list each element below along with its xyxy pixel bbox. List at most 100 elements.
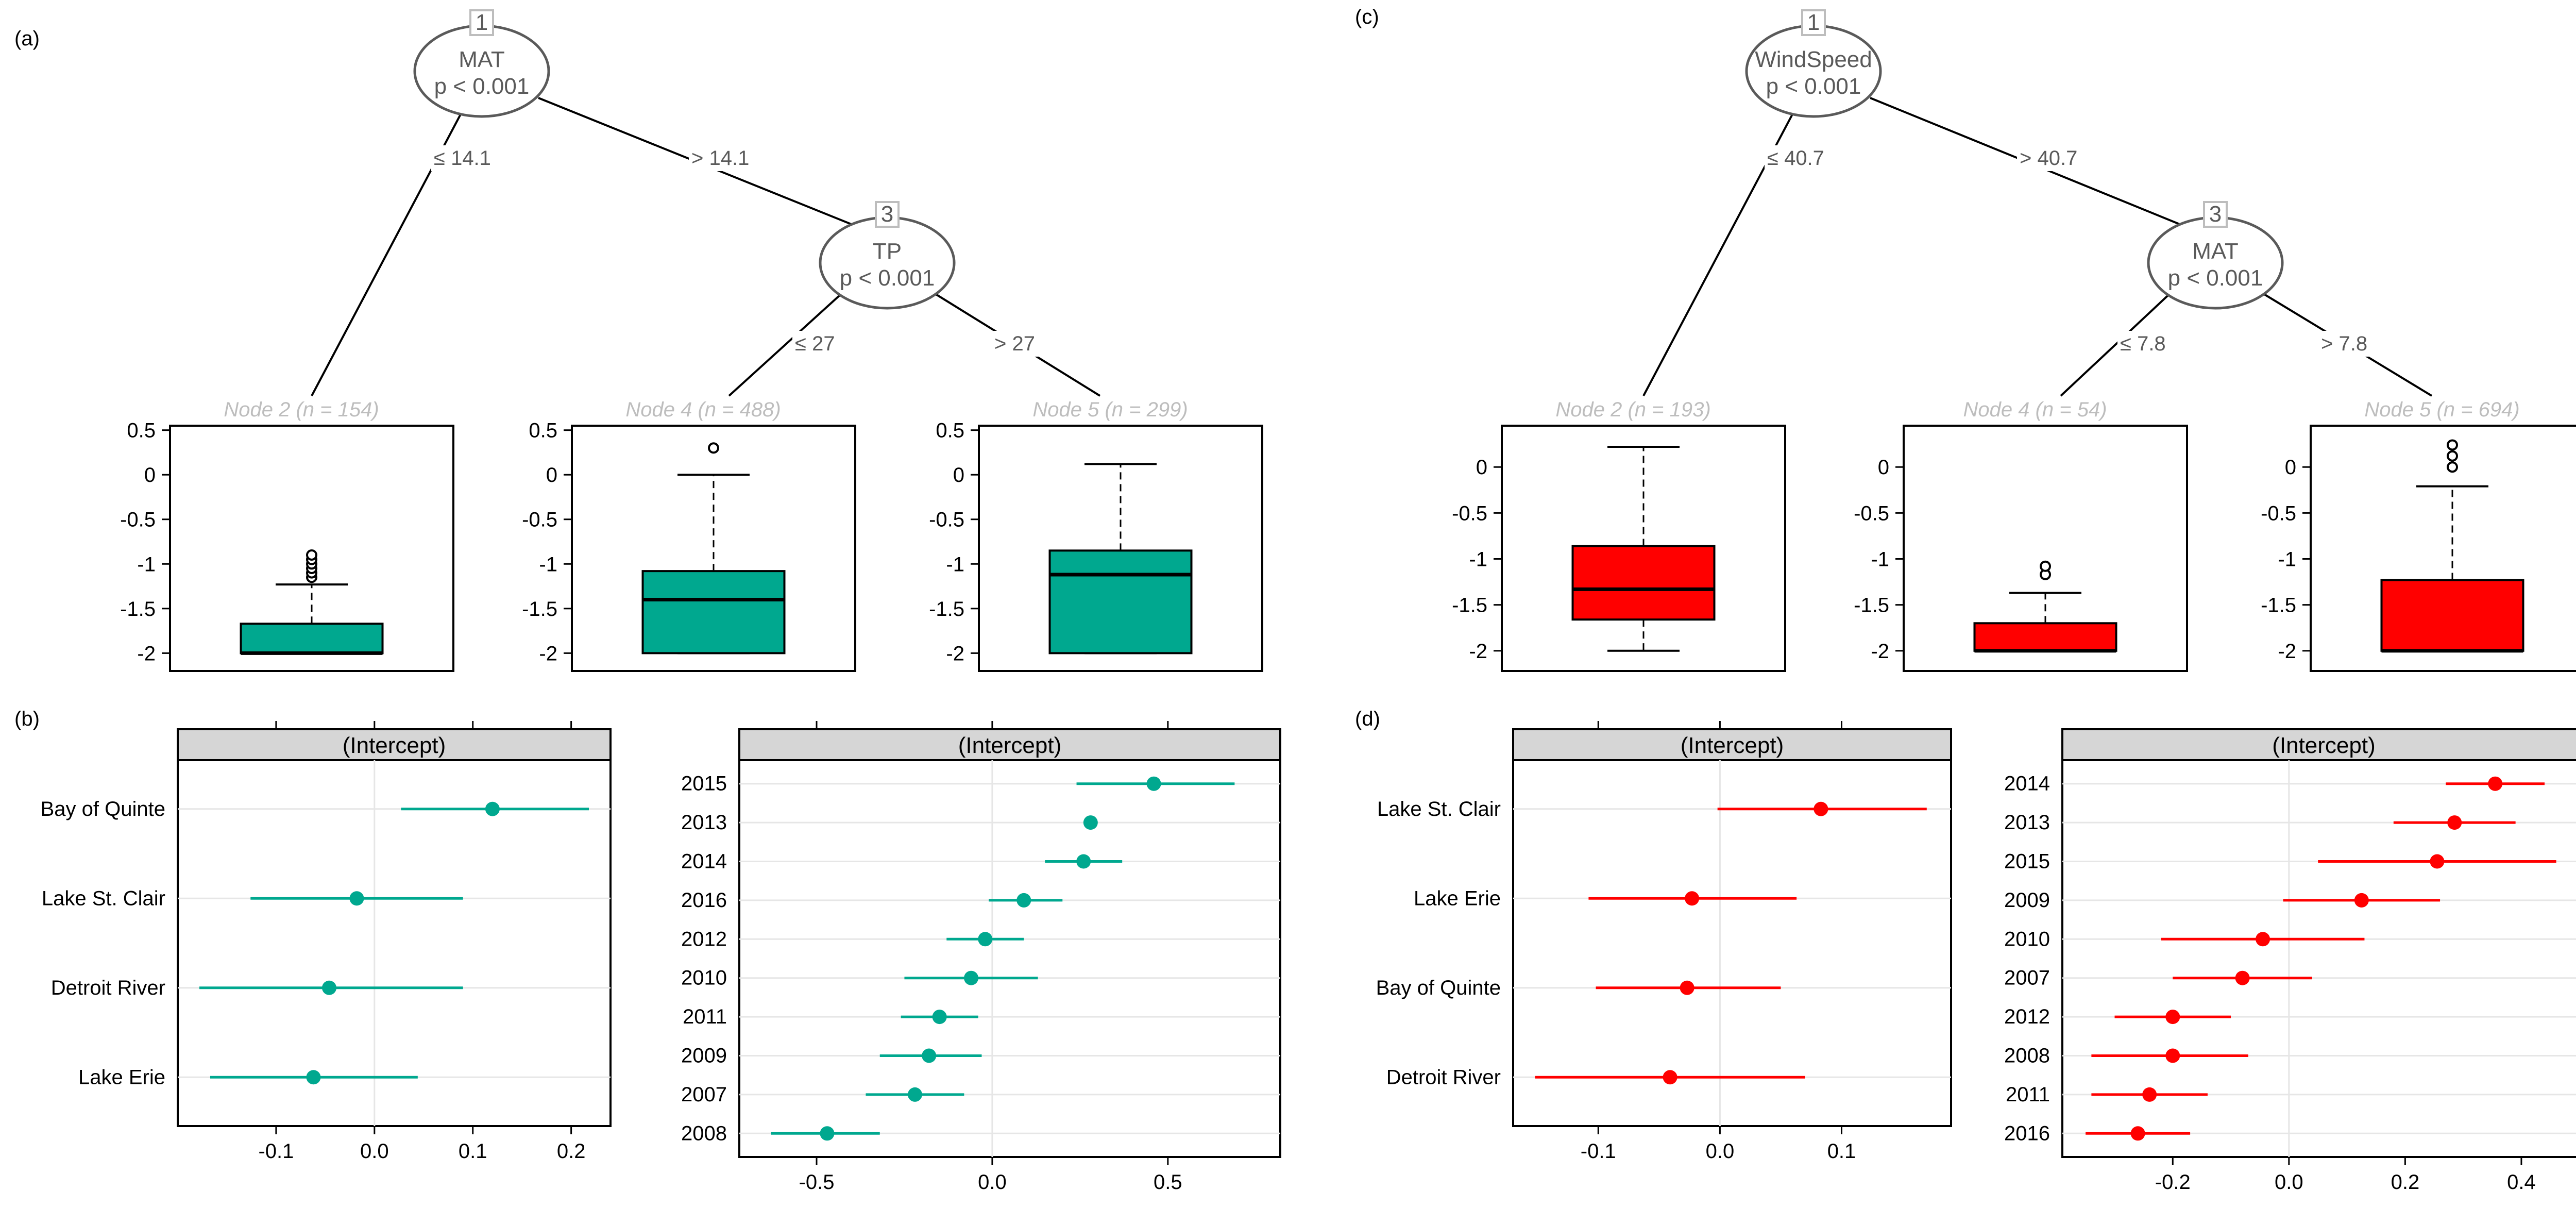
estimate-point [306,1070,321,1085]
tree-edge [728,289,847,397]
node-id-box [469,9,494,36]
row-label: Lake St. Clair [42,887,165,910]
row-label: 2010 [2004,928,2050,950]
y-tick-label: -2 [539,642,557,665]
edge-label-bg [1765,145,1844,171]
leaf-title: Node 4 (n = 488) [625,398,781,421]
panel-label-c: (c) [1355,6,1379,28]
strip-label: (Intercept) [2272,733,2376,758]
y-tick-label: 0 [953,464,964,486]
dotplot-4: (Intercept) -0.2 0.0 0.2 0.4 2014 2013 2015 2009… [2004,728,2576,1194]
leaf-node-2: Node 4 (n = 488) 0.5 0 -0.5 -1 -1.5 -2 [522,398,856,672]
strip-header [1512,728,1952,761]
outlier-point [708,442,719,454]
y-tick-label: -1 [539,553,557,576]
y-tick-label: -1.5 [522,598,557,620]
dotplot-1: (Intercept) -0.1 0.0 0.1 0.2 Bay of Quinte Lak… [41,721,612,1163]
x-tick-label: 0.0 [1706,1140,1735,1163]
y-tick-label: 0 [1878,456,1889,479]
x-tick-label: 0.0 [360,1140,389,1163]
x-tick-label: 0.2 [557,1140,586,1163]
y-tick-label: -1 [137,553,156,576]
estimate-point [1083,815,1098,830]
box-iqr [1048,549,1193,655]
x-tick-label: 0.2 [2391,1171,2420,1194]
leaf-title: Node 2 (n = 154) [224,398,379,421]
y-tick-label: -1.5 [929,598,964,620]
x-tick-label: -0.5 [799,1171,835,1194]
dotplot-3: (Intercept) -0.1 0.0 0.1 Lake St. Clair Lake … [1376,721,1952,1163]
estimate-point [2142,1087,2157,1102]
edge-label: ≤ 7.8 [2120,332,2166,355]
leaf-title: Node 2 (n = 193) [1555,398,1710,421]
edge-label: ≤ 14.1 [434,147,491,170]
estimate-point [964,970,978,985]
plot-frame [738,728,1281,1158]
row-label: 2008 [2004,1045,2050,1067]
node-variable: WindSpeed [1755,47,1872,72]
box-iqr [240,623,384,655]
y-tick-label: -1.5 [120,598,156,620]
leaf-node-3: Node 5 (n = 299) 0.5 0 -0.5 -1 -1.5 -2 [929,398,1263,672]
estimate-point [2354,893,2369,908]
estimate-point [978,932,993,947]
y-tick-label: 0.5 [127,420,156,442]
y-tick-label: -0.5 [522,509,557,531]
estimate-point [820,1126,835,1141]
row-label: 2012 [681,928,727,950]
x-tick-label: -0.1 [258,1140,294,1163]
row-label: 2012 [2004,1005,2050,1028]
estimate-point [1076,854,1091,869]
y-tick-label: -1 [946,553,964,576]
row-label: 2016 [681,889,727,912]
estimate-point [1146,776,1161,791]
row-label: 2009 [2004,889,2050,912]
edge-label-bg [431,145,511,171]
row-label: 2013 [681,811,727,834]
tree-node-3: 3 TPp < 0.001 [819,201,956,310]
strip-header [2061,728,2576,761]
y-tick-label: 0 [546,464,557,486]
row-label: 2014 [681,850,727,873]
row-label: 2009 [681,1045,727,1067]
strip-label: (Intercept) [958,733,1062,758]
node-p-value: p < 0.001 [2168,265,2263,291]
strip-header [738,728,1281,761]
node-id-box [875,201,900,228]
edge-label: > 27 [994,332,1035,355]
estimate-point [485,801,500,816]
box-iqr [1571,545,1716,621]
strip-header [177,728,612,761]
dotplot-2: (Intercept) -0.5 0.0 0.5 2015 2013 2014 2016 201… [681,721,1281,1194]
row-label: Bay of Quinte [1376,977,1501,999]
edge-label-bg [2318,331,2385,357]
box-iqr [641,570,786,655]
y-tick-label: -0.5 [120,509,156,531]
row-label: Detroit River [51,977,165,999]
node-variable: MAT [2192,239,2239,264]
x-tick-label: -0.1 [1581,1140,1616,1163]
plot-frame [2061,728,2576,1158]
y-tick-label: -0.5 [929,509,964,531]
leaf-title: Node 5 (n = 299) [1032,398,1188,421]
estimate-point [2165,1010,2180,1025]
y-tick-label: -0.5 [1452,502,1487,525]
node-id: 1 [476,10,488,35]
leaf-node-1: Node 2 (n = 193) 0 -0.5 -1 -1.5 -2 [1452,398,1786,672]
outlier-point [2447,439,2458,451]
estimate-point [1663,1070,1677,1085]
row-label: 2010 [681,967,727,989]
estimate-point [1680,980,1694,995]
y-tick-label: -0.5 [2261,502,2296,525]
edge-label-bg [2117,331,2184,357]
edge-label: ≤ 27 [795,332,835,355]
outlier-point [2447,461,2458,473]
y-tick-label: -2 [1871,640,1889,663]
edge-label-bg [689,145,768,171]
estimate-point [349,891,364,906]
